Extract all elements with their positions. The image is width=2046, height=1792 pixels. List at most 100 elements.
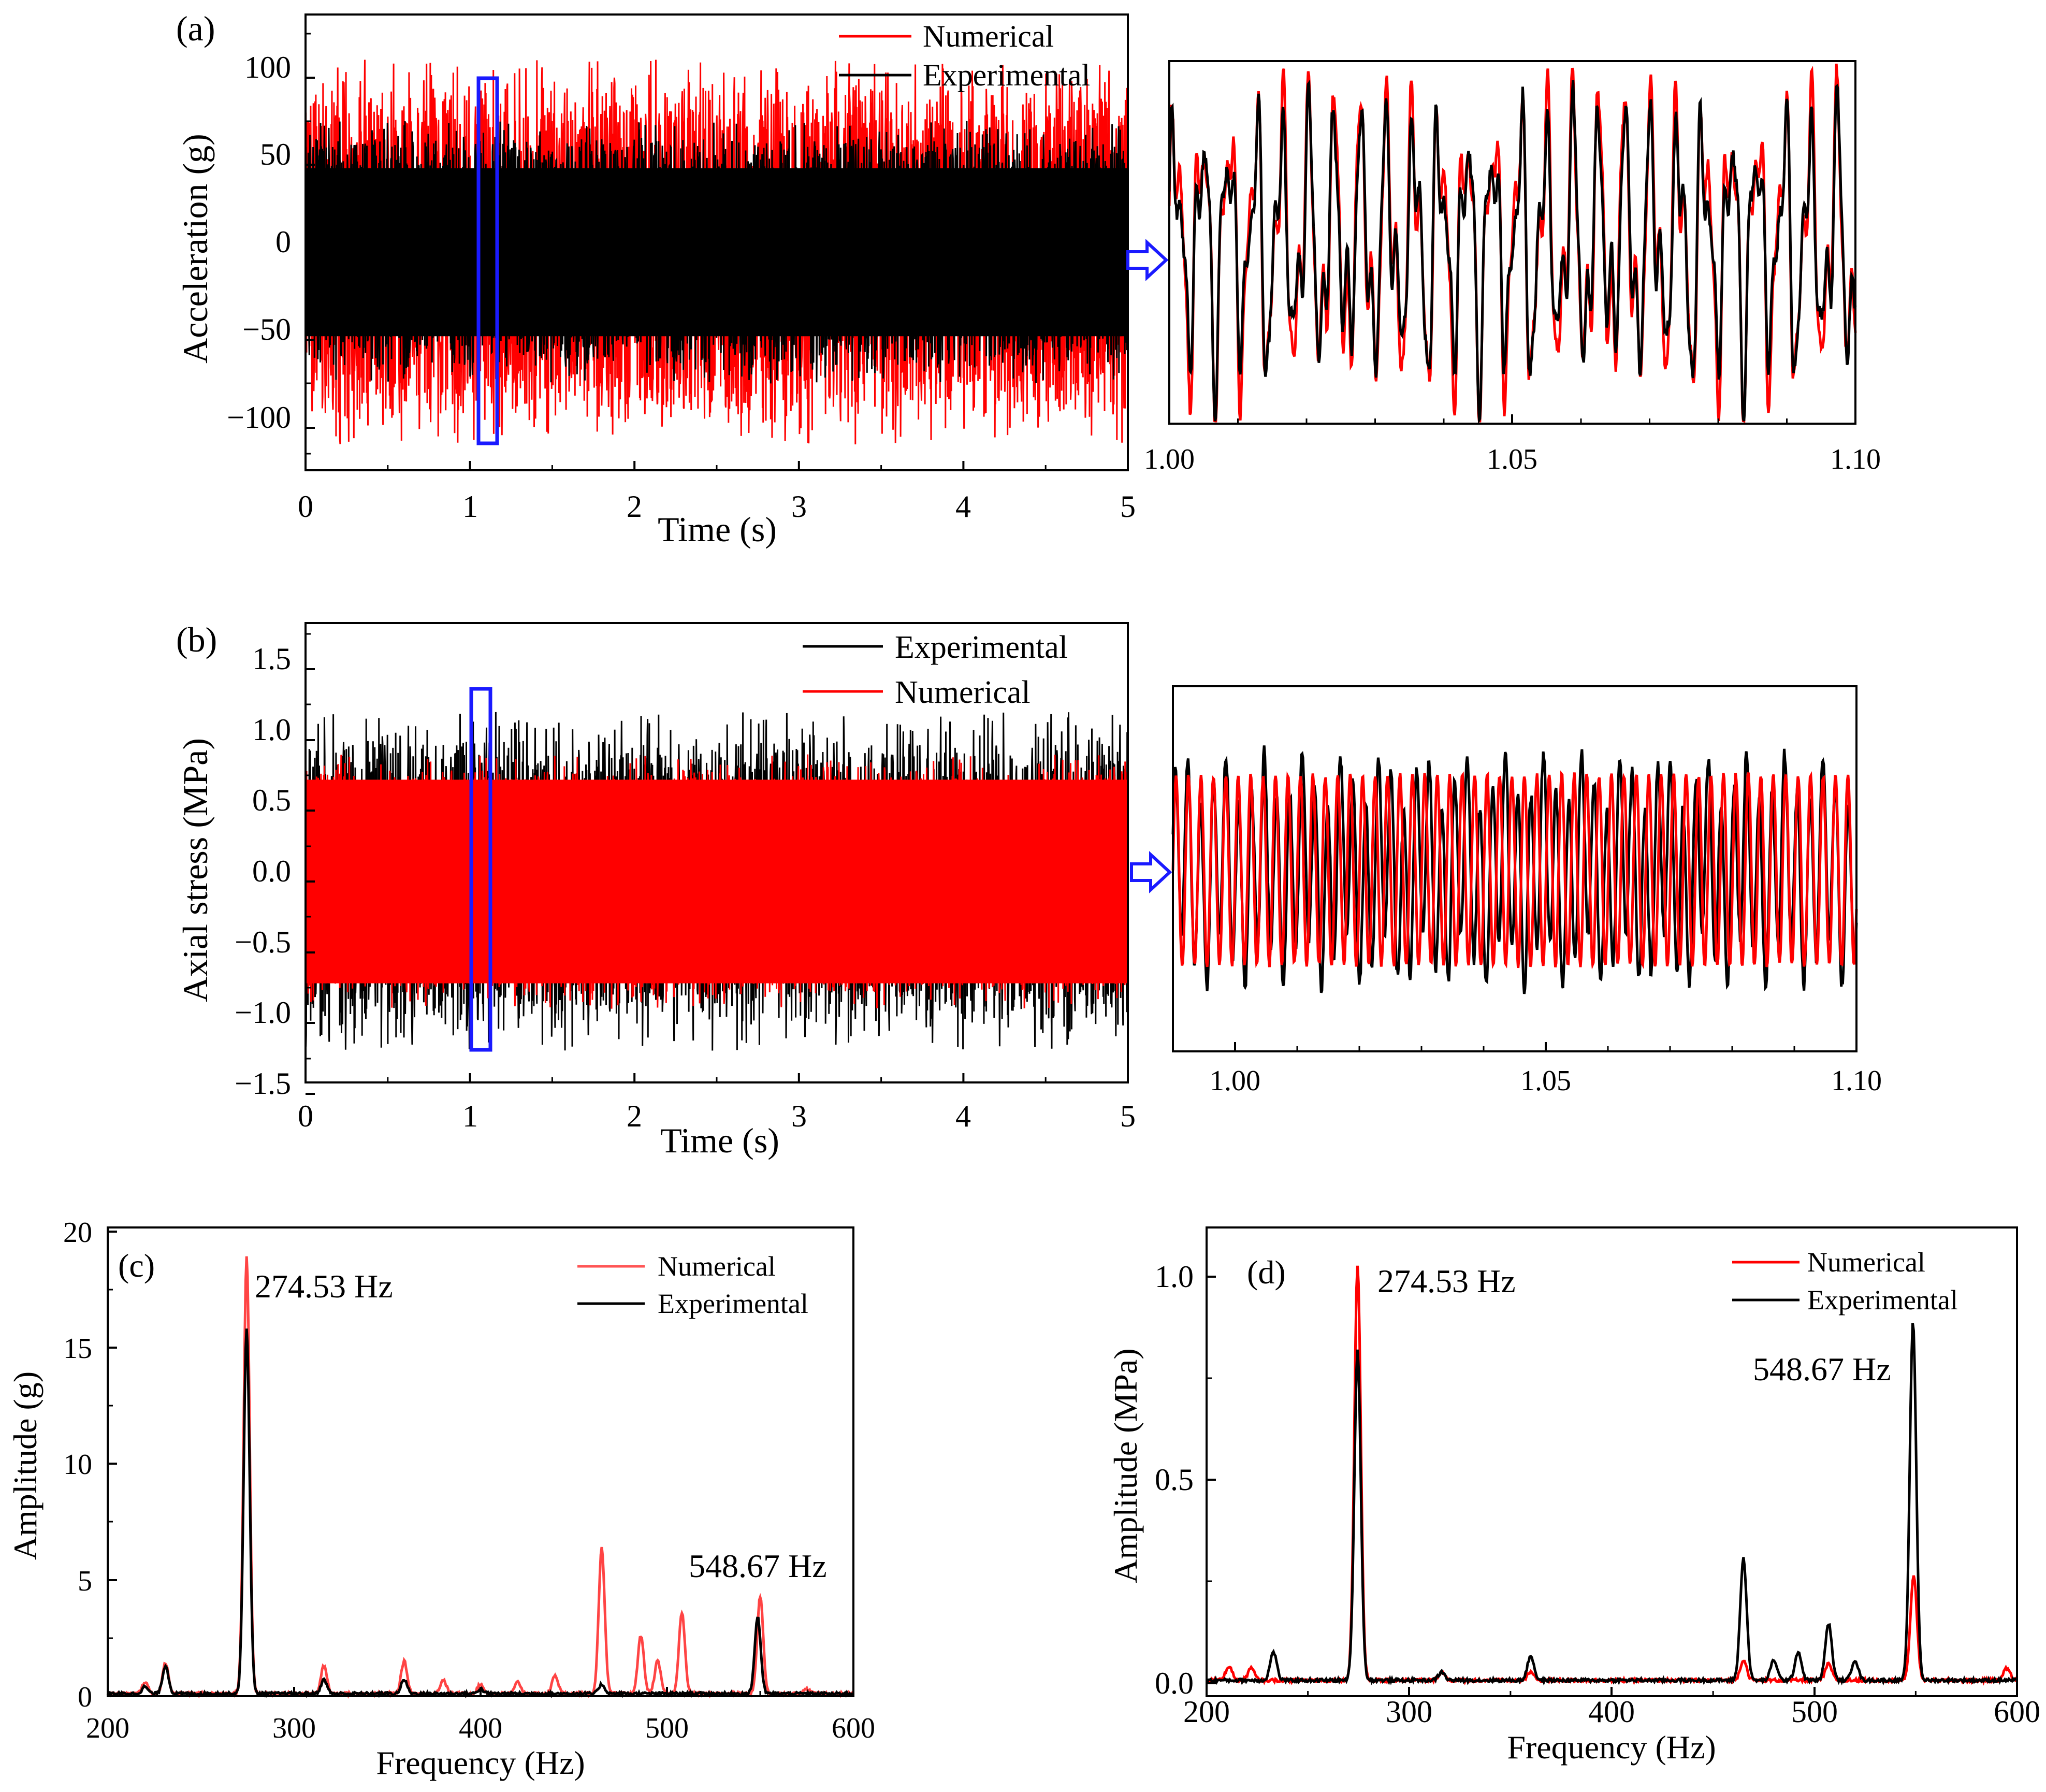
numerical-spectrum-d [1206, 1265, 2018, 1686]
panel-label-c: (c) [118, 1247, 155, 1284]
x-axis-label-d: Frequency (Hz) [1507, 1729, 1716, 1766]
x-tick-label-d: 500 [1791, 1695, 1838, 1729]
panel-label-b: (b) [176, 620, 217, 659]
x-tick-labels-c: 200 300 400 500 600 [86, 1712, 875, 1744]
x-tick-label-d: 600 [1994, 1695, 2040, 1729]
legend-label-numerical: Numerical [895, 675, 1031, 710]
panel-a: (a) Time (s) Acceleration (g) 0 1 2 3 4 … [176, 9, 1169, 549]
y-axis-label-b: Axial stress (MPa) [176, 738, 215, 1002]
y-axis-label-c: Amplitude (g) [7, 1371, 43, 1560]
annotation-274-d: 274.53 Hz [1377, 1263, 1516, 1299]
x-tick-label-a: 1 [462, 489, 478, 524]
plot-frame-b-zoom [1172, 685, 1858, 1052]
x-tick-label-b-zoom: 1.00 [1210, 1065, 1260, 1097]
ticks-c [107, 1231, 854, 1697]
x-tick-label-c: 600 [832, 1712, 875, 1744]
y-tick-label-a: 100 [244, 50, 291, 84]
x-tick-label-c: 400 [459, 1712, 502, 1744]
legend-label-experimental: Experimental [658, 1288, 808, 1319]
numerical-spectrum-c [107, 1256, 855, 1699]
x-axis-label-c: Frequency (Hz) [376, 1744, 585, 1781]
annotation-548-c: 548.67 Hz [689, 1548, 827, 1584]
panel-a-zoom: 1.00 1.05 1.10 [1144, 60, 1881, 475]
annotation-274-c: 274.53 Hz [255, 1268, 393, 1305]
series-group-d [1206, 1265, 2018, 1686]
legend-d: Numerical Experimental [1732, 1247, 1958, 1316]
zoom-arrow-b-icon [1130, 851, 1172, 893]
x-tick-label-b-zoom: 1.10 [1831, 1065, 1882, 1097]
y-axis-label-a: Acceleration (g) [176, 134, 215, 364]
experimental-series-a-zoom [1168, 79, 1857, 425]
experimental-band-a [306, 168, 1128, 337]
y-tick-label-b: −0.5 [235, 925, 291, 959]
y-tick-label-d: 1.0 [1155, 1260, 1194, 1294]
y-tick-label-d: 0.0 [1155, 1666, 1194, 1700]
x-tick-label-d: 300 [1386, 1695, 1432, 1729]
y-tick-label-c: 20 [63, 1217, 92, 1249]
x-tick-label-a: 2 [627, 489, 642, 524]
y-tick-label-b: −1.5 [235, 1066, 291, 1101]
panel-c: (c) 274.53 Hz 548.67 Hz Frequency (Hz) A… [7, 1217, 875, 1781]
x-tick-label-c: 300 [272, 1712, 316, 1744]
series-group-c [106, 1256, 855, 1699]
y-tick-label-b: 1.5 [252, 642, 291, 676]
y-tick-labels-c: 0 5 10 15 20 [63, 1217, 92, 1713]
x-tick-label-b: 3 [791, 1099, 807, 1133]
ticks-a [304, 33, 1129, 470]
y-tick-label-a: −50 [242, 312, 291, 346]
panel-b: (b) Time (s) Axial stress (MPa) 0 1 2 3 … [176, 620, 1172, 1160]
series-group-a [304, 60, 1129, 445]
ticks-d [1206, 1276, 2018, 1696]
x-tick-label-a: 5 [1120, 489, 1136, 524]
zoom-arrow-a-icon [1126, 239, 1169, 281]
x-tick-labels-b: 0 1 2 3 4 5 [298, 1099, 1136, 1133]
x-tick-label-a: 3 [791, 489, 807, 524]
zoom-window-a [476, 76, 499, 445]
x-tick-label-a: 0 [298, 489, 313, 524]
y-tick-label-a: 0 [275, 225, 291, 259]
x-tick-label-d: 400 [1588, 1695, 1635, 1729]
legend-label-experimental: Experimental [923, 58, 1090, 92]
y-tick-label-b: 1.0 [252, 713, 291, 747]
ticks-b-zoom [1172, 1042, 1858, 1051]
x-tick-label-b: 1 [462, 1099, 478, 1133]
panel-label-a: (a) [176, 9, 215, 48]
y-tick-labels-d: 0.0 0.5 1.0 [1155, 1260, 1194, 1700]
ticks-b [304, 633, 1129, 1095]
y-tick-label-a: −100 [227, 400, 291, 435]
y-tick-label-b: −1.0 [235, 995, 291, 1030]
panel-b-zoom: 1.00 1.05 1.10 [1171, 685, 1882, 1097]
zoom-window-b [469, 687, 492, 1052]
ticks-a-zoom [1168, 414, 1856, 424]
experimental-spectrum-c [106, 1328, 854, 1699]
y-tick-label-a: 50 [260, 137, 291, 171]
y-tick-label-c: 0 [78, 1681, 92, 1713]
legend-b: Experimental Numerical [803, 630, 1068, 710]
x-axis-label-a: Time (s) [658, 510, 777, 549]
y-tick-label-d: 0.5 [1155, 1463, 1194, 1497]
x-tick-label-b-zoom: 1.05 [1520, 1065, 1571, 1097]
x-tick-labels-d: 200 300 400 500 600 [1183, 1695, 2040, 1729]
y-tick-label-c: 10 [63, 1449, 92, 1481]
series-group-b [304, 712, 1129, 1051]
y-tick-label-b: 0.5 [252, 783, 291, 817]
x-tick-label-b: 5 [1120, 1099, 1136, 1133]
series-group-a-zoom [1168, 63, 1857, 425]
y-tick-label-c: 15 [63, 1333, 92, 1365]
x-tick-label-a: 4 [955, 489, 971, 524]
x-tick-labels-a: 0 1 2 3 4 5 [298, 489, 1136, 524]
y-tick-label-c: 5 [78, 1565, 92, 1597]
y-axis-label-d: Amplitude (MPa) [1107, 1348, 1144, 1583]
series-group-b-zoom [1171, 745, 1858, 994]
x-axis-label-b: Time (s) [660, 1121, 779, 1160]
panel-d: (d) 274.53 Hz 548.67 Hz Frequency (Hz) A… [1107, 1226, 2040, 1766]
legend-label-numerical: Numerical [923, 19, 1054, 53]
x-tick-label-b: 2 [627, 1099, 642, 1133]
legend-label-numerical: Numerical [1807, 1247, 1925, 1278]
y-tick-labels-b: 1.5 1.0 0.5 0.0 −0.5 −1.0 −1.5 [235, 642, 291, 1101]
legend-label-experimental: Experimental [895, 630, 1068, 665]
legend-label-numerical: Numerical [658, 1251, 776, 1282]
y-tick-label-b: 0.0 [252, 854, 291, 888]
